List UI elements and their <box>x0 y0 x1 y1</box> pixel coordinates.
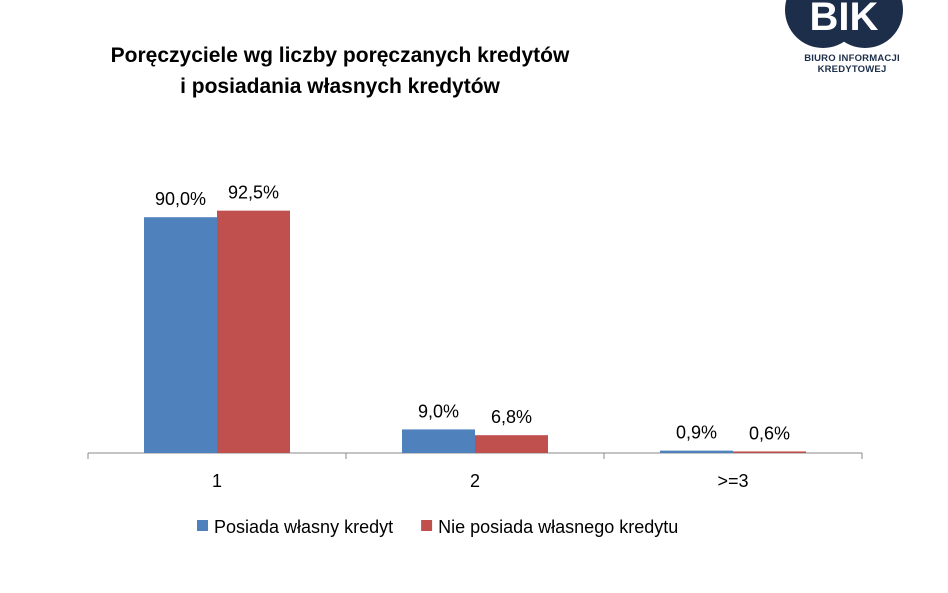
legend-label: Nie posiada własnego kredytu <box>438 517 678 537</box>
x-tick-label: 2 <box>470 471 480 491</box>
data-label: 9,0% <box>418 401 459 421</box>
svg-text:BIK: BIK <box>810 0 879 39</box>
bar <box>217 210 290 453</box>
bar <box>144 217 217 453</box>
bik-logo: BIK <box>785 0 903 48</box>
data-label: 0,9% <box>676 423 717 443</box>
bar <box>402 429 475 453</box>
legend-swatch <box>421 520 433 531</box>
bar <box>733 451 806 453</box>
data-label: 0,6% <box>749 423 790 443</box>
title-line-1: Poręczyciele wg liczby poręczanych kredy… <box>110 44 570 67</box>
x-tick-label: 1 <box>212 471 222 491</box>
legend-label: Posiada własny kredyt <box>214 517 393 537</box>
chart-title: Poręczyciele wg liczby poręczanych kredy… <box>60 40 620 102</box>
bar <box>475 435 548 453</box>
data-label: 6,8% <box>491 407 532 427</box>
x-tick-label: >=3 <box>717 471 748 491</box>
legend-swatch <box>197 520 208 531</box>
bar <box>660 450 733 453</box>
logo-subtitle: BIURO INFORMACJI KREDYTOWEJ <box>804 53 900 75</box>
data-label: 92,5% <box>228 183 279 203</box>
data-label: 90,0% <box>155 189 206 209</box>
title-line-2: i posiadania własnych kredytów <box>180 75 500 98</box>
